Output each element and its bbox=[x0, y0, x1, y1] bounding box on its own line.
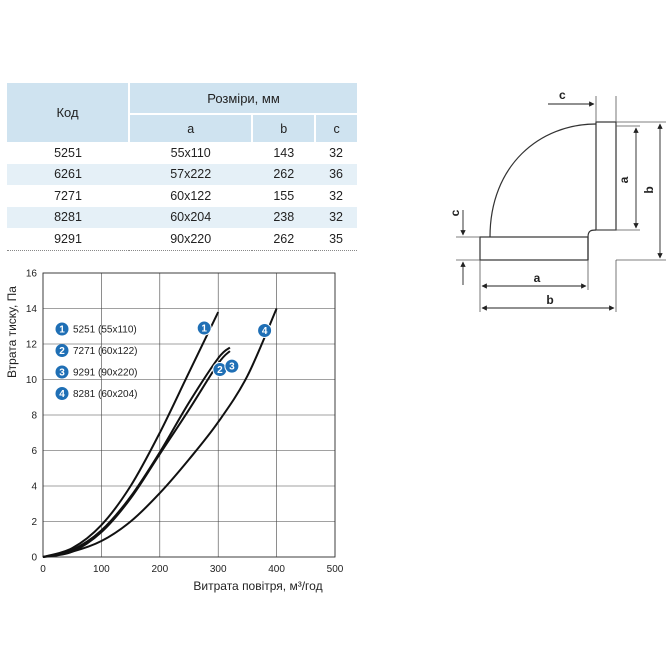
cell-code: 8281 bbox=[7, 206, 129, 228]
table-row: 8281 60x204 238 32 bbox=[7, 206, 357, 228]
cell-b: 238 bbox=[252, 206, 316, 228]
header-a: a bbox=[129, 114, 254, 142]
series-curve-2 bbox=[42, 346, 231, 558]
legend-badge-number: 4 bbox=[59, 389, 65, 400]
cell-b: 143 bbox=[273, 145, 295, 160]
dim-label-c-top: c bbox=[559, 88, 566, 102]
cell-b: 262 bbox=[252, 228, 316, 251]
legend-entry-label: 9291 (90x220) bbox=[73, 368, 138, 379]
dim-label-a-bottom: a bbox=[534, 271, 541, 285]
series-badge-number: 4 bbox=[262, 326, 268, 337]
x-axis-label: Витрата повітря, м³/год bbox=[193, 579, 322, 593]
table-row: 6261 57x222 262 36 bbox=[7, 163, 357, 185]
series-curve-3 bbox=[42, 350, 231, 558]
legend-entry-label: 7271 (60x122) bbox=[73, 346, 138, 357]
elbow-horizontal-branch bbox=[479, 236, 589, 261]
x-tick-label: 500 bbox=[327, 564, 344, 575]
series-badge-number: 3 bbox=[229, 362, 235, 373]
cell-c: 36 bbox=[315, 163, 357, 185]
x-tick-label: 400 bbox=[268, 564, 285, 575]
elbow-inner-bend bbox=[587, 229, 597, 238]
series-badge-3 bbox=[224, 358, 240, 374]
series-badge-number: 2 bbox=[217, 365, 223, 376]
legend-entry-label: 5251 (55x110) bbox=[73, 325, 137, 336]
cell-code: 5251 bbox=[54, 145, 82, 160]
y-tick-label: 8 bbox=[31, 411, 37, 422]
table-row: 9291 90x220 262 35 bbox=[7, 228, 357, 251]
legend-badge-2 bbox=[55, 344, 69, 357]
y-tick-label: 4 bbox=[31, 482, 37, 493]
header-b: b bbox=[252, 114, 317, 142]
header-code: Код bbox=[7, 83, 130, 142]
cell-code: 7271 bbox=[54, 188, 82, 203]
series-badge-number: 1 bbox=[201, 324, 207, 335]
series-curve-4 bbox=[42, 308, 278, 558]
x-tick-label: 300 bbox=[210, 564, 227, 575]
cell-c: 32 bbox=[329, 145, 344, 160]
legend-badge-1 bbox=[55, 322, 69, 336]
header-dimensions: Розміри, мм bbox=[129, 83, 357, 115]
cell-c: 32 bbox=[329, 188, 344, 203]
plot-frame bbox=[42, 272, 336, 558]
x-tick-label: 0 bbox=[40, 564, 46, 575]
cell-a: 55x110 bbox=[170, 145, 211, 160]
series-badge-1 bbox=[196, 320, 212, 336]
legend-entry-label: 8281 (60x204) bbox=[73, 389, 138, 400]
table-row: 5251 55x110 143 32 bbox=[7, 142, 357, 164]
y-tick-label: 6 bbox=[31, 446, 37, 457]
legend-badge-number: 2 bbox=[59, 346, 65, 357]
dim-label-b-bottom: b bbox=[546, 293, 553, 307]
cell-b: 155 bbox=[273, 188, 295, 203]
legend-badge-3 bbox=[55, 365, 69, 379]
cell-code: 6261 bbox=[7, 163, 129, 185]
y-tick-label: 12 bbox=[26, 340, 38, 351]
dim-label-a-right: a bbox=[617, 176, 631, 183]
x-tick-label: 100 bbox=[93, 564, 110, 575]
series-curve-1 bbox=[42, 311, 220, 558]
y-tick-label: 0 bbox=[31, 553, 37, 564]
y-tick-label: 16 bbox=[26, 269, 38, 280]
y-tick-label: 10 bbox=[26, 375, 38, 386]
cell-c: 32 bbox=[315, 206, 357, 228]
cell-a: 90x220 bbox=[129, 228, 253, 251]
legend-badge-number: 1 bbox=[59, 325, 65, 336]
elbow-vertical-branch bbox=[595, 121, 617, 231]
table-row: 7271 60x122 155 32 bbox=[7, 185, 357, 207]
dim-label-b-right: b bbox=[642, 186, 656, 193]
cell-c: 35 bbox=[315, 228, 357, 251]
series-badge-4 bbox=[257, 323, 273, 338]
header-c: c bbox=[315, 114, 357, 142]
elbow-outer-bend bbox=[489, 123, 597, 238]
cell-b: 262 bbox=[252, 163, 316, 185]
cell-a: 60x204 bbox=[129, 206, 253, 228]
cell-a: 57x222 bbox=[129, 163, 253, 185]
legend-badge-4 bbox=[55, 387, 69, 400]
x-tick-label: 200 bbox=[151, 564, 168, 575]
dim-label-c-left: c bbox=[448, 209, 462, 216]
series-badge-2 bbox=[212, 362, 228, 378]
y-axis-label: Втрата тиску, Па bbox=[5, 286, 19, 378]
legend-badge-number: 3 bbox=[59, 368, 65, 379]
y-tick-label: 2 bbox=[31, 517, 37, 528]
cell-a: 60x122 bbox=[170, 188, 212, 203]
y-tick-label: 14 bbox=[26, 304, 38, 315]
cell-code: 9291 bbox=[7, 228, 129, 251]
spec-table: Код Розміри, мм a b c 5251 55x110 143 32… bbox=[7, 83, 357, 251]
